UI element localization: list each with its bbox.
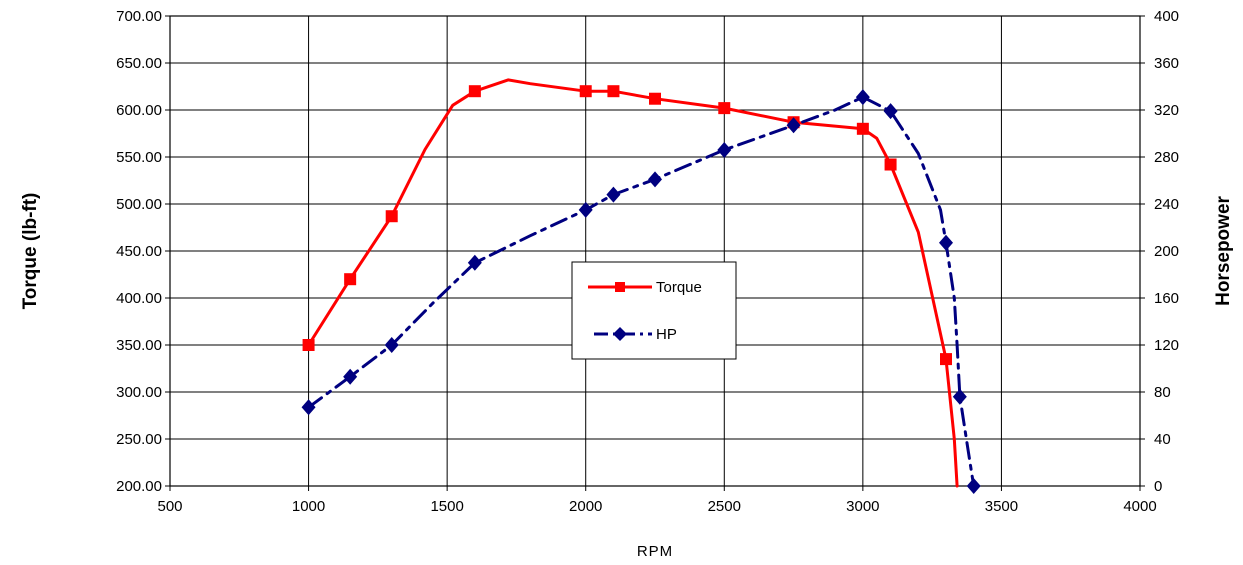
hp-point xyxy=(717,141,732,158)
legend-hp-label: HP xyxy=(656,326,677,343)
torque-point xyxy=(884,158,897,171)
torque-point xyxy=(649,92,661,105)
torque-point xyxy=(468,85,481,98)
legend-box xyxy=(571,261,737,360)
right-axis-ticks: 0 40 80 120 160 200 240 280 320 360 400 xyxy=(1140,8,1179,495)
left-tick-label: 450.00 xyxy=(116,243,162,260)
hp-point xyxy=(301,399,316,416)
left-tick-label: 200.00 xyxy=(116,478,162,495)
x-tick-label: 2000 xyxy=(569,498,602,515)
torque-point xyxy=(940,353,952,366)
legend-hp-marker xyxy=(613,327,627,341)
hp-point xyxy=(384,337,399,353)
hp-point xyxy=(606,186,621,203)
torque-point xyxy=(385,210,398,223)
torque-point xyxy=(302,339,315,351)
x-tick-label: 500 xyxy=(157,498,182,515)
x-tick-label: 3500 xyxy=(985,498,1018,515)
torque-point xyxy=(718,102,731,115)
hp-point xyxy=(578,201,593,218)
x-tick-label: 3000 xyxy=(846,498,879,515)
hp-point xyxy=(855,89,870,106)
right-tick-label: 80 xyxy=(1154,384,1171,401)
hp-point xyxy=(939,234,953,251)
left-tick-label: 400.00 xyxy=(116,290,162,307)
left-tick-label: 300.00 xyxy=(116,384,162,401)
x-tick-label: 1000 xyxy=(292,498,325,515)
right-tick-label: 320 xyxy=(1154,102,1179,119)
left-tick-label: 250.00 xyxy=(116,431,162,448)
gridlines xyxy=(170,16,1140,486)
right-tick-label: 40 xyxy=(1154,431,1171,448)
right-tick-label: 0 xyxy=(1154,478,1162,495)
torque-point xyxy=(344,273,357,286)
x-tick-label: 2500 xyxy=(708,498,741,515)
hp-point xyxy=(648,171,662,188)
torque-point xyxy=(579,85,592,98)
right-axis-title: Horsepower xyxy=(1213,195,1234,305)
hp-point xyxy=(966,478,981,494)
left-tick-label: 350.00 xyxy=(116,337,162,354)
x-tick-label: 4000 xyxy=(1123,498,1156,515)
hp-point xyxy=(467,254,482,271)
x-axis-title: RPM xyxy=(637,543,673,560)
left-tick-label: 550.00 xyxy=(116,149,162,166)
left-tick-label: 500.00 xyxy=(116,196,162,213)
right-tick-label: 240 xyxy=(1154,196,1179,213)
right-tick-label: 400 xyxy=(1154,8,1179,25)
left-tick-label: 700.00 xyxy=(116,8,162,25)
right-tick-label: 280 xyxy=(1154,149,1179,166)
hp-point xyxy=(343,368,358,385)
legend-torque-label: Torque xyxy=(656,279,702,296)
x-axis-ticks: 500 1000 1500 2000 2500 3000 3500 4000 xyxy=(157,486,1157,515)
right-tick-label: 120 xyxy=(1154,337,1179,354)
hp-point xyxy=(883,103,898,120)
right-tick-label: 160 xyxy=(1154,290,1179,307)
torque-point xyxy=(607,85,620,98)
left-axis-title: Torque (lb-ft) xyxy=(20,193,41,310)
right-tick-label: 360 xyxy=(1154,55,1179,72)
hp-point xyxy=(786,117,801,134)
hp-series-line xyxy=(307,95,976,488)
right-tick-label: 200 xyxy=(1154,243,1179,260)
legend-torque-marker xyxy=(615,282,625,292)
left-tick-label: 600.00 xyxy=(116,102,162,119)
hp-point xyxy=(952,388,967,405)
series-layer xyxy=(301,78,981,494)
left-tick-label: 650.00 xyxy=(116,55,162,72)
x-tick-label: 1500 xyxy=(430,498,463,515)
torque-series-line xyxy=(307,78,959,488)
left-axis-ticks: 200.00 250.00 300.00 350.00 400.00 450.00 500.… xyxy=(116,8,170,495)
legend: Torque HP xyxy=(571,261,737,360)
torque-point xyxy=(856,122,869,135)
